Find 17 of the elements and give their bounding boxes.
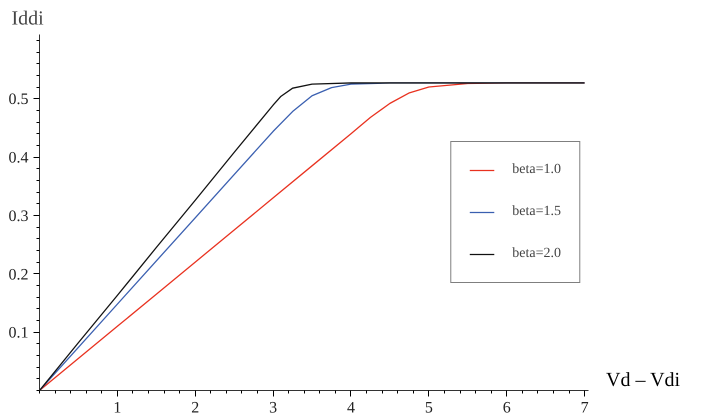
y-tick-label: 0.2 [8, 266, 28, 284]
x-tick-label: 7 [580, 400, 589, 416]
legend-label: beta=1.0 [512, 162, 561, 178]
x-tick-label: 2 [191, 400, 200, 416]
y-tick-label: 0.5 [8, 91, 28, 108]
x-tick-label: 1 [113, 400, 122, 416]
y-tick-label: 0.1 [8, 324, 28, 342]
legend-label: beta=2.0 [512, 246, 561, 262]
x-axis-title: Vd – Vdi [606, 368, 680, 393]
y-tick-label: 0.3 [8, 208, 28, 225]
y-axis-title: Iddi [12, 8, 44, 30]
x-tick-label: 5 [424, 400, 433, 416]
x-tick-label: 3 [269, 400, 278, 416]
x-tick-label: 4 [346, 400, 355, 416]
x-tick-label: 6 [502, 400, 511, 416]
y-tick-label: 0.4 [8, 150, 28, 167]
legend-label: beta=1.5 [512, 204, 561, 220]
